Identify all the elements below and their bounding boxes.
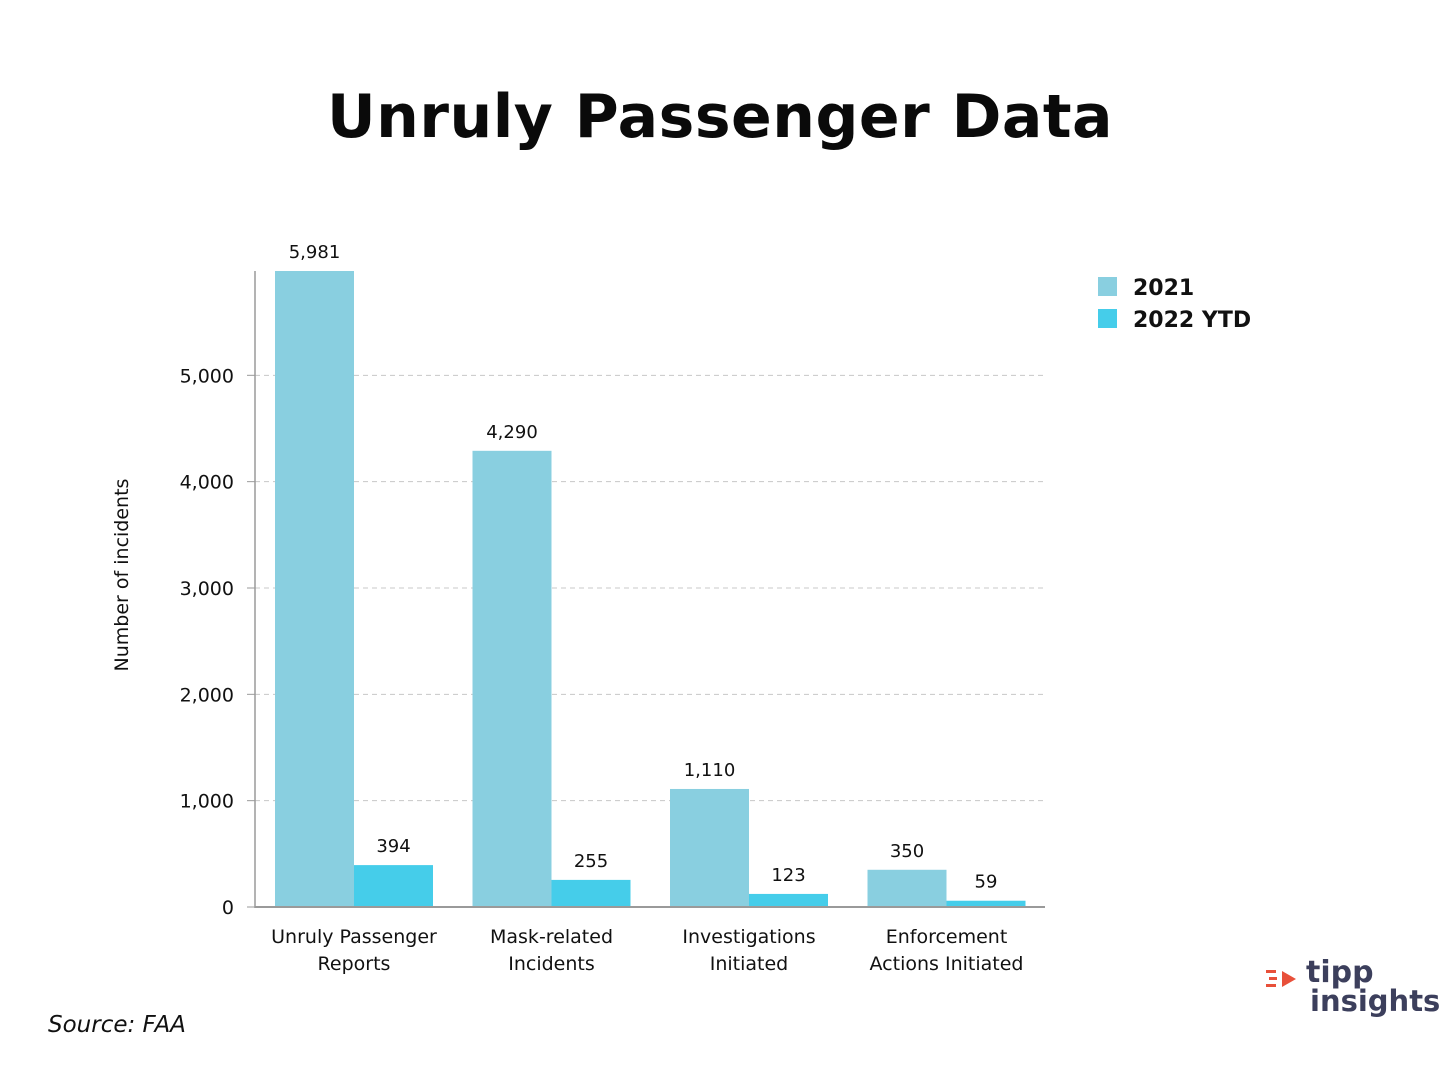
- data-label: 255: [574, 851, 608, 872]
- x-tick-label: Enforcement: [886, 926, 1008, 948]
- bar: [749, 893, 828, 907]
- bar-chart: 0 1,000 2,000 3,000 4,000 5,000 Number of inci…: [111, 242, 1251, 975]
- bar: [946, 900, 1026, 907]
- bar: [354, 865, 433, 907]
- page-title: Unruly Passenger Data: [326, 82, 1114, 152]
- bar: [670, 788, 749, 907]
- x-tick-label: Mask-related: [490, 926, 613, 948]
- signal-icon: [1266, 970, 1296, 987]
- y-tick-label: 5,000: [180, 365, 234, 387]
- y-tick-label: 4,000: [180, 472, 234, 494]
- legend-swatch: [1098, 277, 1117, 296]
- data-label: 123: [771, 865, 805, 886]
- brand-name-bottom: insights: [1310, 984, 1440, 1018]
- bar: [275, 271, 354, 907]
- x-tick-label: Actions Initiated: [870, 953, 1024, 975]
- y-tick-label: 0: [222, 897, 234, 919]
- bar: [472, 450, 552, 907]
- bar: [867, 869, 947, 907]
- legend-label: 2022 YTD: [1133, 308, 1251, 333]
- legend-label: 2021: [1133, 276, 1194, 301]
- x-tick-label: Investigations: [682, 926, 815, 948]
- y-tick-label: 2,000: [180, 684, 234, 706]
- data-label: 4,290: [486, 422, 538, 443]
- y-tick-label: 3,000: [180, 578, 234, 600]
- data-label: 394: [376, 836, 410, 857]
- bar: [551, 879, 631, 907]
- data-label: 5,981: [289, 242, 341, 263]
- data-label: 350: [890, 841, 924, 862]
- data-label: 1,110: [684, 760, 736, 781]
- source-note: Source: FAA: [48, 1012, 186, 1038]
- x-tick-label: Incidents: [508, 953, 595, 975]
- brand-name-top: tipp: [1306, 955, 1374, 990]
- y-axis-label: Number of incidents: [111, 479, 133, 672]
- y-tick-label: 1,000: [180, 791, 234, 813]
- x-tick-label: Reports: [318, 953, 391, 975]
- data-label: 59: [975, 872, 998, 893]
- legend-swatch: [1098, 309, 1117, 328]
- brand-logo: tipp insights: [1262, 955, 1440, 1022]
- x-tick-label: Initiated: [710, 953, 789, 975]
- x-tick-label: Unruly Passenger: [271, 926, 437, 948]
